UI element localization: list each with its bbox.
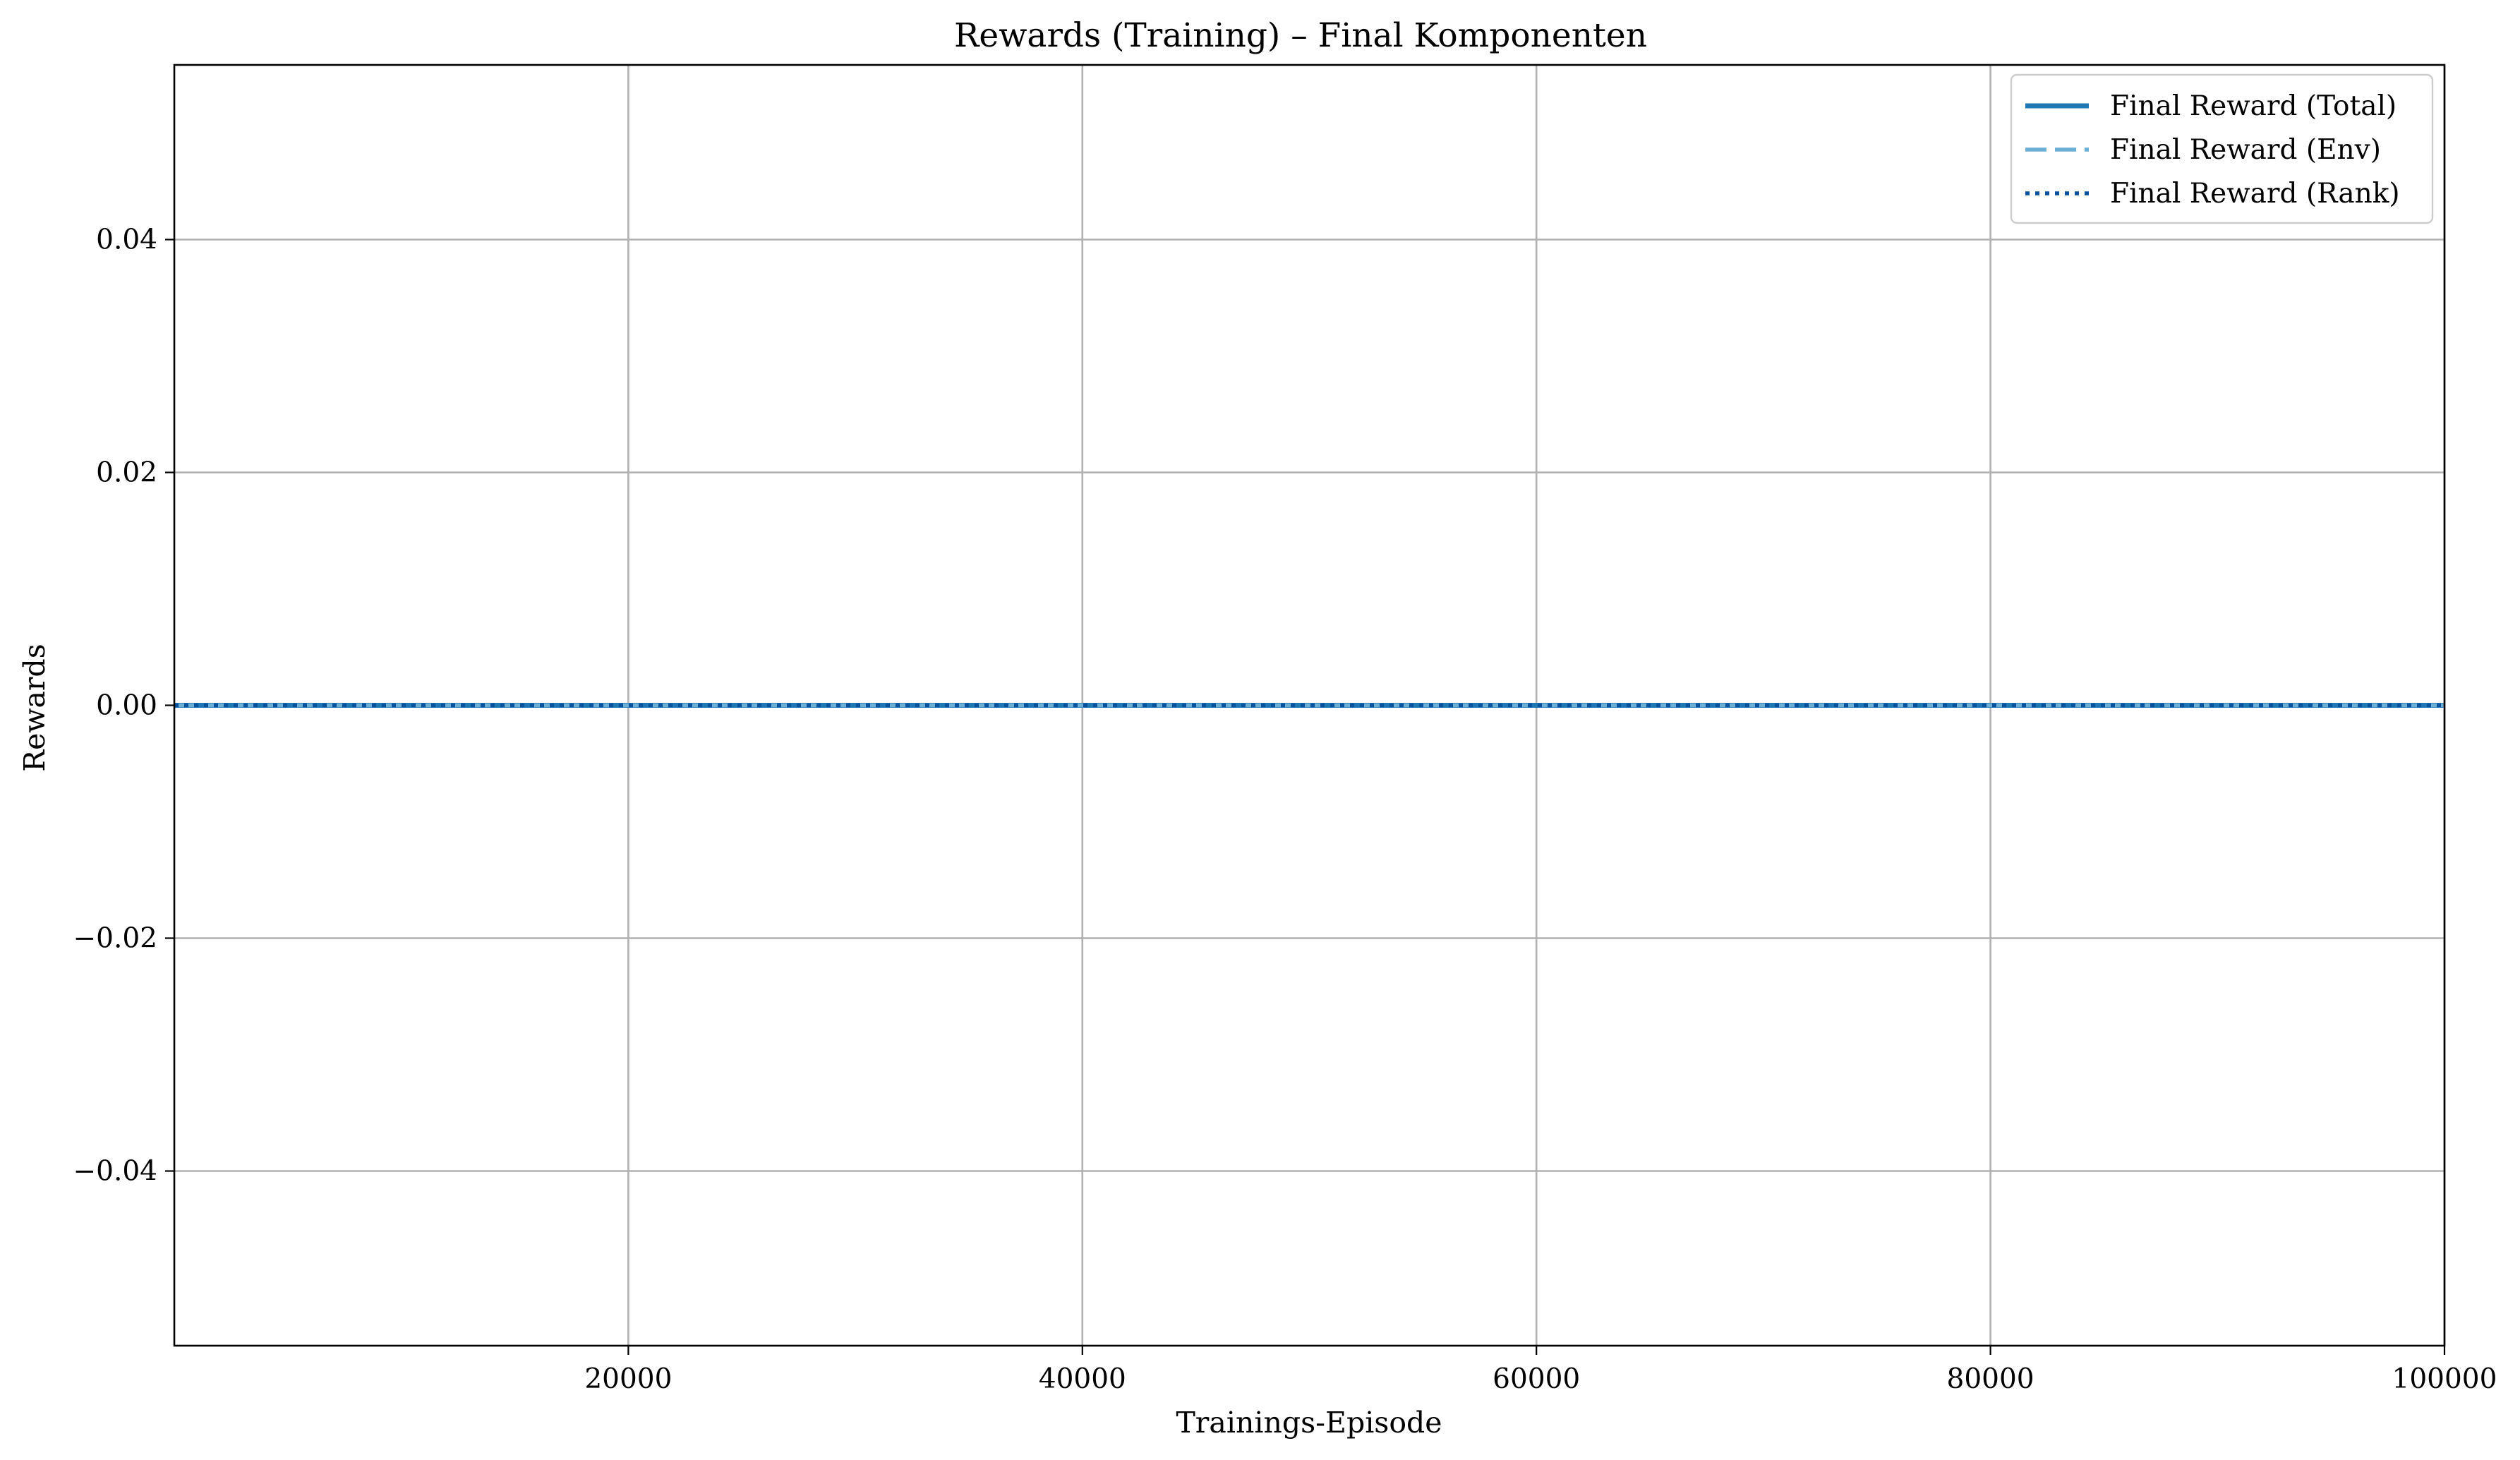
y-tick-label: −0.04 xyxy=(73,1156,157,1188)
legend-label: Final Reward (Total) xyxy=(2110,90,2397,122)
x-tick-label: 80000 xyxy=(1947,1363,2034,1395)
x-tick-label: 60000 xyxy=(1493,1363,1580,1395)
y-tick-label: −0.02 xyxy=(73,923,157,955)
legend-label: Final Reward (Env) xyxy=(2110,134,2381,166)
y-axis-label: Rewards xyxy=(18,644,52,772)
legend: Final Reward (Total) Final Reward (Env) Fi… xyxy=(2010,73,2434,224)
y-tick-label: 0.04 xyxy=(96,224,157,256)
legend-label: Final Reward (Rank) xyxy=(2110,178,2400,210)
y-tick-label: 0.02 xyxy=(96,457,157,489)
legend-box xyxy=(2010,73,2434,224)
chart-title: Rewards (Training) – Final Komponenten xyxy=(954,16,1647,55)
y-axis-ticks: 0.04 0.02 0.00 −0.02 −0.04 xyxy=(73,224,174,1188)
x-tick-label: 40000 xyxy=(1039,1363,1126,1395)
x-axis-ticks: 20000 40000 60000 80000 100000 xyxy=(584,1346,2497,1395)
y-tick-label: 0.00 xyxy=(96,690,157,722)
x-tick-label: 100000 xyxy=(2392,1363,2497,1395)
x-tick-label: 20000 xyxy=(584,1363,672,1395)
x-axis-label: Trainings-Episode xyxy=(1176,1406,1442,1440)
